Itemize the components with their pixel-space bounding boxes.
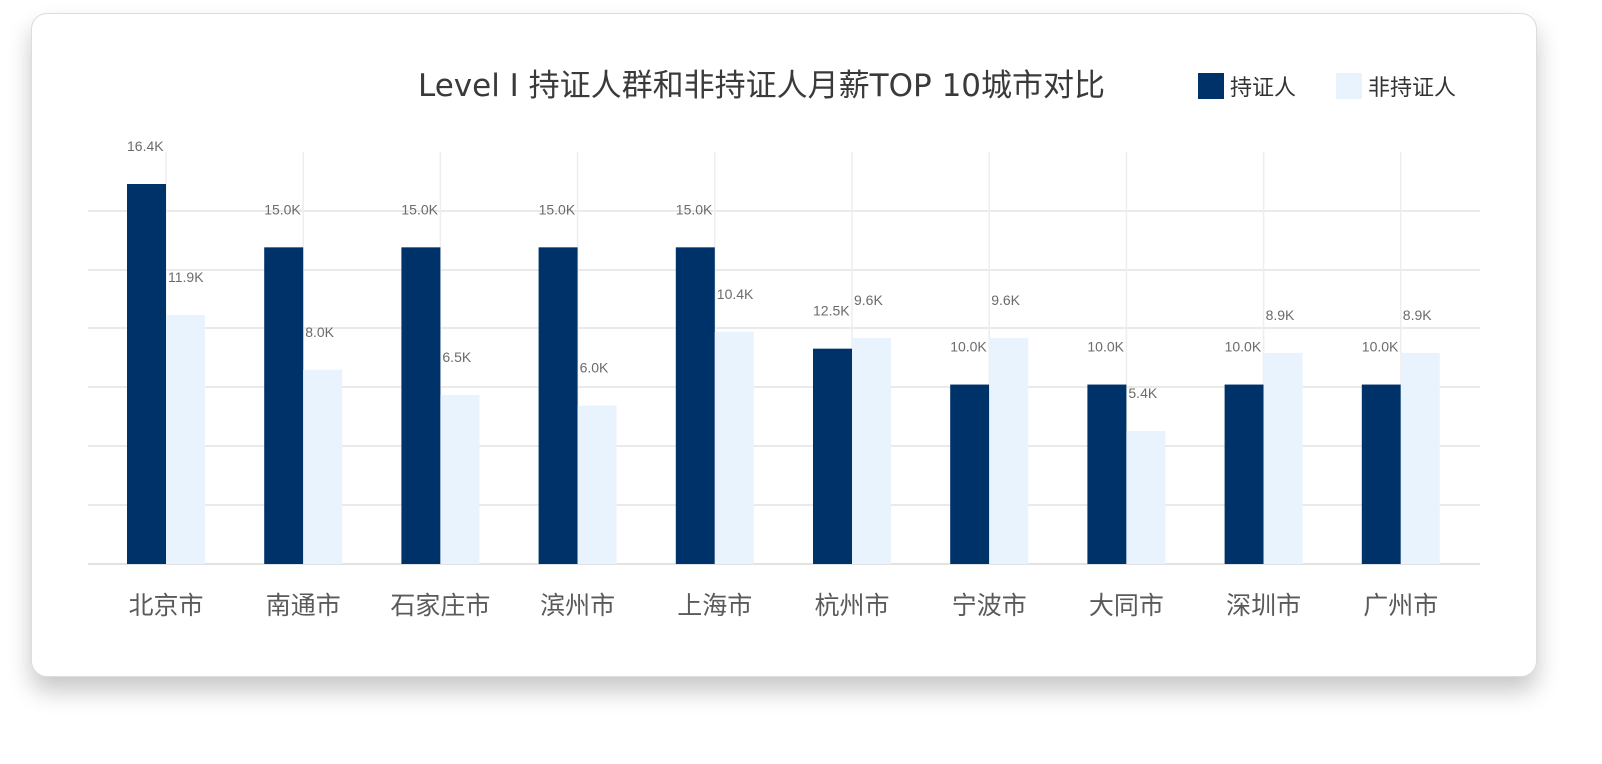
data-label-non-certified-5: 9.6K xyxy=(854,292,883,308)
bar-non-certified-3 xyxy=(577,405,617,564)
data-label-certified-3: 15.0K xyxy=(539,201,576,217)
data-label-certified-9: 10.0K xyxy=(1362,339,1399,355)
data-label-certified-0: 16.4K xyxy=(127,138,164,154)
x-tick-label-8: 深圳市 xyxy=(1226,591,1301,620)
data-label-non-certified-4: 10.4K xyxy=(717,286,754,302)
legend-item-non-certified: 非持证人 xyxy=(1336,70,1456,102)
bar-non-certified-7 xyxy=(1126,431,1166,564)
x-tick-label-6: 宁波市 xyxy=(952,591,1027,620)
data-label-non-certified-3: 6.0K xyxy=(580,360,609,376)
x-tick-label-1: 南通市 xyxy=(266,591,341,620)
data-label-non-certified-6: 9.6K xyxy=(991,292,1020,308)
legend-label-non-certified: 非持证人 xyxy=(1368,76,1457,101)
data-label-certified-4: 15.0K xyxy=(676,201,713,217)
x-tick-label-2: 石家庄市 xyxy=(390,591,490,620)
data-label-non-certified-8: 8.9K xyxy=(1266,307,1295,323)
bar-non-certified-5 xyxy=(852,338,891,564)
x-tick-label-0: 北京市 xyxy=(128,591,203,620)
bar-non-certified-2 xyxy=(440,395,480,564)
legend-swatch-non-certified xyxy=(1336,73,1363,99)
data-label-non-certified-2: 6.5K xyxy=(442,349,471,365)
bar-non-certified-1 xyxy=(303,369,343,564)
x-tick-label-4: 上海市 xyxy=(677,591,752,620)
bar-non-certified-9 xyxy=(1400,352,1440,564)
bar-non-certified-0 xyxy=(166,314,205,564)
bar-non-certified-4 xyxy=(714,331,754,564)
data-label-certified-1: 15.0K xyxy=(264,201,301,217)
bar-certified-8 xyxy=(1224,384,1264,564)
data-label-non-certified-7: 5.4K xyxy=(1128,385,1157,401)
data-label-non-certified-9: 8.9K xyxy=(1403,307,1432,323)
bar-certified-7 xyxy=(1087,384,1127,564)
legend-item-certified: 持证人 xyxy=(1198,70,1296,102)
x-tick-label-3: 滨州市 xyxy=(540,591,615,620)
chart-title: Level I 持证人群和非持证人月薪TOP 10城市对比 xyxy=(418,68,1106,104)
x-tick-label-9: 广州市 xyxy=(1363,591,1438,620)
bar-certified-1 xyxy=(264,247,304,565)
bar-non-certified-8 xyxy=(1263,352,1303,564)
chart-legend: 持证人 非持证人 xyxy=(1198,70,1456,102)
bar-certified-6 xyxy=(950,384,990,564)
legend-label-certified: 持证人 xyxy=(1230,76,1297,101)
bar-certified-3 xyxy=(538,247,578,565)
bar-certified-0 xyxy=(127,184,166,564)
x-tick-label-5: 杭州市 xyxy=(814,591,889,620)
data-label-certified-7: 10.0K xyxy=(1087,339,1124,355)
data-label-certified-5: 12.5K xyxy=(813,303,850,319)
bar-certified-4 xyxy=(675,247,715,565)
data-label-certified-2: 15.0K xyxy=(401,201,438,217)
data-label-certified-8: 10.0K xyxy=(1225,339,1262,355)
bar-certified-9 xyxy=(1361,384,1401,564)
data-label-certified-6: 10.0K xyxy=(950,339,987,355)
legend-swatch-certified xyxy=(1198,73,1224,99)
data-label-non-certified-1: 8.0K xyxy=(305,324,334,340)
bar-certified-2 xyxy=(401,247,441,565)
bar-certified-5 xyxy=(813,348,852,564)
bar-non-certified-6 xyxy=(989,338,1029,564)
x-tick-label-7: 大同市 xyxy=(1089,591,1164,620)
data-label-non-certified-0: 11.9K xyxy=(168,269,204,285)
